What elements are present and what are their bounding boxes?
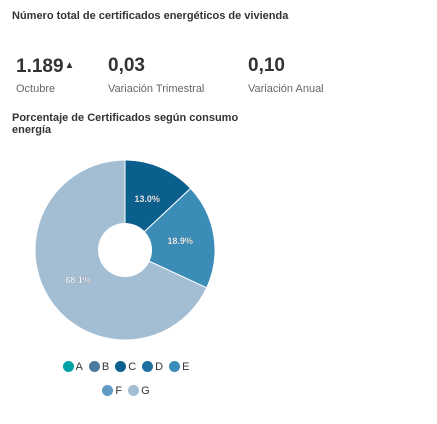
pie-data-labels: 13.0% 18.9% 68.1% [65,194,193,286]
chart-title: Número total de certificados energéticos… [12,10,289,22]
kpi-annual-label: Variación Anual [248,83,324,95]
pie-chart-title: Porcentaje de Certificados según consumo… [12,112,239,136]
legend-item-g[interactable]: G [128,385,150,397]
legend-label: C [128,361,137,373]
pie-label-g: 68.1% [65,275,91,285]
legend-row-1: A B C D E [0,361,252,373]
pie-label-e: 18.9% [167,236,193,246]
kpi-total-number: 1.189 [16,56,64,77]
kpi-annual-value: 0,10 [248,55,285,76]
legend-dot-icon [115,361,127,372]
legend-item-c[interactable]: C [115,361,136,373]
legend-label: A [75,361,83,373]
kpi-quarterly-label: Variación Trimestral [108,83,205,95]
kpi-quarterly-value: 0,03 [108,55,145,76]
legend-label: G [141,385,150,397]
pie-center-hole [98,223,152,277]
legend-dot-icon [128,385,140,396]
legend-label: D [155,361,164,373]
pie-label-c: 13.0% [134,194,160,204]
legend-label: F [115,385,123,397]
legend-dot-icon [62,361,74,372]
legend-item-f[interactable]: F [102,385,122,397]
legend-label: E [182,361,190,373]
pie-chart: 13.0% 18.9% 68.1% [34,159,216,341]
legend-item-a[interactable]: A [62,361,83,373]
legend-dot-icon [88,361,100,372]
legend-item-b[interactable]: B [88,361,110,373]
legend-item-d[interactable]: D [142,361,163,373]
pie-slice-e[interactable] [124,187,216,289]
legend-item-e[interactable]: E [169,361,189,373]
pie-slice-c[interactable] [124,159,192,252]
legend-label: B [101,361,110,373]
legend-dot-icon [102,385,114,396]
legend-dot-icon [142,361,154,372]
kpi-total-label: Octubre [16,83,56,95]
legend-dot-icon [169,361,181,372]
kpi-total-value: 1.189▲ [16,56,74,77]
trend-up-icon: ▲ [64,60,75,71]
